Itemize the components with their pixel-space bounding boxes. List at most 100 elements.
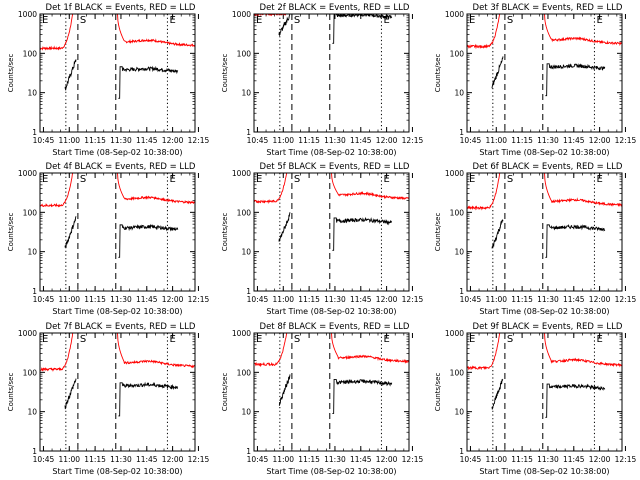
x-tick-label: 12:15 xyxy=(402,295,424,304)
marker-label: E xyxy=(383,334,389,345)
events-series-line xyxy=(118,65,179,99)
x-axis-label: Start Time (08-Sep-02 10:38:00) xyxy=(52,467,182,476)
y-tick-label: 100 xyxy=(237,368,252,377)
events-series-line xyxy=(64,59,77,91)
panel-title: Det 9f BLACK = Events, RED = LLD xyxy=(473,322,623,332)
y-tick-label: 10 xyxy=(454,89,464,98)
y-axis-label: Counts/sec xyxy=(221,213,229,252)
y-tick-label: 1 xyxy=(459,128,464,137)
events-series-line xyxy=(545,223,606,258)
y-tick-label: 1000 xyxy=(18,10,37,19)
panel-title: Det 1f BLACK = Events, RED = LLD xyxy=(46,3,196,13)
x-tick-label: 11:30 xyxy=(110,295,132,304)
events-series-line xyxy=(332,378,393,414)
x-tick-label: 11:30 xyxy=(324,295,346,304)
y-tick-label: 1 xyxy=(32,128,37,137)
y-tick-label: 1 xyxy=(246,128,251,137)
y-tick-label: 100 xyxy=(237,208,252,217)
lld-series-line xyxy=(467,173,622,211)
events-series-line xyxy=(64,216,77,249)
x-tick-label: 11:00 xyxy=(272,455,294,464)
panel-title: Det 2f BLACK = Events, RED = LLD xyxy=(260,3,410,13)
events-series-line xyxy=(64,378,77,410)
marker-label: S xyxy=(294,334,300,345)
events-series-line xyxy=(491,219,504,249)
x-axis-label: Start Time (08-Sep-02 10:38:00) xyxy=(479,307,609,316)
y-tick-label: 10 xyxy=(27,408,37,417)
marker-label: S xyxy=(507,174,513,185)
x-tick-label: 11:30 xyxy=(537,136,559,145)
x-tick-label: 11:00 xyxy=(58,136,80,145)
y-tick-label: 100 xyxy=(450,208,465,217)
y-tick-label: 1000 xyxy=(232,10,251,19)
x-tick-label: 11:45 xyxy=(350,455,372,464)
x-axis-label: Start Time (08-Sep-02 10:38:00) xyxy=(52,307,182,316)
marker-label: E xyxy=(256,174,262,185)
y-axis-label: Counts/sec xyxy=(221,54,229,93)
y-tick-label: 1 xyxy=(459,287,464,296)
y-tick-label: 1000 xyxy=(445,10,464,19)
x-tick-label: 11:00 xyxy=(485,295,507,304)
x-tick-label: 11:15 xyxy=(84,455,106,464)
x-tick-label: 12:15 xyxy=(402,455,424,464)
x-tick-label: 11:45 xyxy=(563,295,585,304)
x-tick-label: 10:45 xyxy=(460,295,482,304)
panel-title: Det 7f BLACK = Events, RED = LLD xyxy=(46,322,196,332)
events-series-line xyxy=(545,383,606,418)
x-tick-label: 11:45 xyxy=(350,295,372,304)
events-series-line xyxy=(545,63,606,97)
marker-label: E xyxy=(42,15,48,26)
marker-label: S xyxy=(80,174,86,185)
events-series-line xyxy=(118,381,179,417)
y-axis-label: Counts/sec xyxy=(434,213,442,252)
x-tick-label: 11:30 xyxy=(324,455,346,464)
x-tick-label: 12:15 xyxy=(615,455,637,464)
x-tick-label: 12:00 xyxy=(162,455,184,464)
x-tick-label: 12:15 xyxy=(188,295,210,304)
x-tick-label: 12:15 xyxy=(615,295,637,304)
x-tick-label: 10:45 xyxy=(460,455,482,464)
lld-series-line xyxy=(40,14,195,51)
x-tick-label: 12:00 xyxy=(162,295,184,304)
y-tick-label: 1 xyxy=(32,447,37,456)
marker-label: E xyxy=(383,174,389,185)
plot-frame xyxy=(39,172,196,292)
x-tick-label: 12:00 xyxy=(376,455,398,464)
y-tick-label: 1000 xyxy=(445,169,464,178)
y-axis-label: Counts/sec xyxy=(221,373,229,412)
y-tick-label: 10 xyxy=(27,89,37,98)
x-tick-label: 11:15 xyxy=(511,455,533,464)
y-axis-label: Counts/sec xyxy=(434,373,442,412)
y-tick-label: 1 xyxy=(459,447,464,456)
x-axis-label: Start Time (08-Sep-02 10:38:00) xyxy=(266,467,396,476)
x-tick-label: 11:45 xyxy=(350,136,372,145)
lld-series-line xyxy=(254,173,409,204)
y-tick-label: 10 xyxy=(241,89,251,98)
x-tick-label: 11:15 xyxy=(511,136,533,145)
y-axis-label: Counts/sec xyxy=(434,54,442,93)
y-tick-label: 10 xyxy=(454,248,464,257)
x-tick-label: 11:00 xyxy=(485,455,507,464)
marker-label: S xyxy=(80,15,86,26)
x-tick-label: 12:00 xyxy=(589,455,611,464)
x-tick-label: 10:45 xyxy=(247,295,269,304)
panel-title: Det 6f BLACK = Events, RED = LLD xyxy=(473,162,623,172)
x-tick-label: 12:15 xyxy=(402,136,424,145)
y-tick-label: 1000 xyxy=(232,169,251,178)
events-series-line xyxy=(332,216,392,251)
x-tick-label: 11:00 xyxy=(58,295,80,304)
marker-label: E xyxy=(169,334,175,345)
x-tick-label: 11:30 xyxy=(537,295,559,304)
y-tick-label: 1000 xyxy=(232,329,251,338)
x-tick-label: 12:00 xyxy=(589,295,611,304)
y-tick-label: 1 xyxy=(246,447,251,456)
x-tick-label: 10:45 xyxy=(247,455,269,464)
marker-label: E xyxy=(42,174,48,185)
panel-title: Det 3f BLACK = Events, RED = LLD xyxy=(473,3,623,13)
y-tick-label: 10 xyxy=(241,248,251,257)
events-series-line xyxy=(491,378,504,410)
x-tick-label: 11:45 xyxy=(136,455,158,464)
x-tick-label: 10:45 xyxy=(33,136,55,145)
x-axis-label: Start Time (08-Sep-02 10:38:00) xyxy=(479,467,609,476)
x-tick-label: 12:00 xyxy=(376,136,398,145)
